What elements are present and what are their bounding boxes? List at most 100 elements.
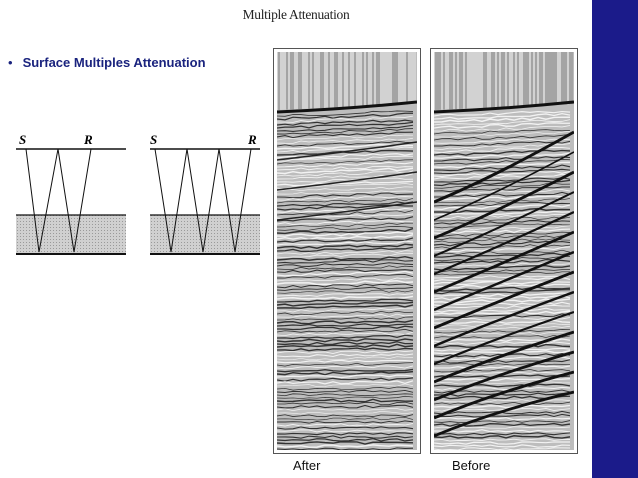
reflection-event	[434, 246, 571, 253]
reflection-event	[434, 429, 571, 433]
reflection-event	[434, 323, 571, 328]
reflection-event	[434, 369, 571, 373]
reflection-event	[277, 368, 414, 373]
reflection-event	[277, 161, 414, 168]
reflection-event	[277, 137, 414, 144]
reflection-event	[277, 307, 414, 313]
reflection-event	[277, 216, 414, 222]
reflection-event	[434, 171, 571, 178]
reflection-event	[277, 207, 414, 213]
reflection-event	[277, 159, 414, 165]
reflection-event	[277, 386, 414, 391]
reflection-event	[434, 447, 571, 450]
reflection-event	[277, 190, 414, 195]
reflection-event	[277, 328, 414, 333]
reflection-event	[277, 383, 414, 387]
reflection-event	[277, 293, 414, 297]
reflection-event	[277, 359, 414, 364]
reflection-event	[434, 329, 571, 334]
reflection-event	[277, 259, 414, 264]
reflection-event	[277, 243, 414, 250]
reflection-event	[277, 110, 414, 117]
reflection-event	[434, 304, 571, 309]
reflection-event	[434, 112, 571, 120]
reflection-event	[277, 262, 414, 267]
reflection-event	[277, 246, 414, 253]
reflection-event	[277, 121, 414, 129]
reflection-event	[434, 343, 571, 349]
reflection-event	[434, 383, 571, 388]
bullet-dot: •	[8, 55, 13, 70]
reflection-event	[434, 432, 571, 436]
reflection-event	[434, 129, 571, 135]
reflection-event	[434, 292, 571, 297]
reflection-event	[277, 283, 414, 289]
reflection-event	[277, 112, 414, 121]
ray-path	[154, 148, 252, 253]
reflection-event	[277, 377, 414, 382]
reflection-event	[277, 209, 414, 216]
reflection-event	[277, 365, 414, 370]
reflection-event	[277, 432, 414, 436]
reflection-event	[434, 244, 571, 250]
primary-reflection-band	[277, 141, 417, 161]
reflection-event	[434, 140, 571, 147]
reflection-event	[277, 140, 414, 147]
reflection-event	[277, 286, 414, 291]
reflection-event	[277, 222, 414, 228]
reflection-event	[434, 130, 571, 138]
reflection-event	[434, 138, 571, 144]
seafloor-reflector	[277, 100, 417, 114]
reflection-event	[434, 240, 571, 247]
reflection-event	[434, 399, 571, 403]
reflection-event	[434, 143, 571, 150]
reflection-event	[434, 349, 571, 355]
reflection-event	[277, 343, 414, 348]
multiple-reflection-band	[434, 350, 574, 402]
reflection-event	[434, 183, 571, 189]
ray-path	[25, 148, 92, 253]
reflection-event	[277, 370, 414, 376]
reflection-event	[277, 177, 414, 183]
reflection-event	[277, 404, 414, 409]
reflection-event	[277, 250, 414, 255]
reflection-event	[434, 149, 571, 156]
reflection-event	[277, 338, 414, 343]
reflection-event	[434, 164, 571, 172]
accent-side-bar	[592, 0, 638, 478]
reflection-event	[277, 270, 414, 277]
slide-title: Multiple Attenuation	[242, 7, 350, 22]
reflection-event	[277, 234, 414, 241]
reflection-event	[277, 341, 414, 346]
receiver-label: R	[247, 132, 257, 147]
reflection-event	[277, 380, 414, 385]
reflection-event	[434, 413, 571, 418]
seismic-section-after	[273, 48, 421, 454]
primary-reflection-band	[277, 171, 417, 191]
reflection-event	[277, 274, 414, 279]
reflection-event	[277, 325, 414, 331]
reflection-event	[277, 298, 414, 303]
reflection-event	[277, 316, 414, 321]
seismic-image-before	[434, 52, 574, 450]
reflection-event	[434, 198, 571, 204]
reflection-event	[434, 122, 571, 129]
reflection-event	[277, 313, 414, 318]
reflection-event	[277, 356, 414, 361]
bullet-item: • Surface Multiples Attenuation	[8, 55, 206, 70]
reflection-event	[434, 295, 571, 301]
source-label: S	[19, 132, 26, 147]
multiple-reflection-band	[434, 270, 574, 330]
reflection-event	[434, 441, 571, 445]
multiple-reflection-band	[434, 191, 574, 257]
after-caption: After	[293, 458, 321, 473]
reflection-event	[434, 359, 571, 364]
reflection-event	[434, 213, 571, 220]
reflection-event	[434, 177, 571, 183]
reflection-event	[277, 265, 414, 270]
reflection-event	[434, 168, 571, 175]
receiver-label: R	[83, 132, 93, 147]
reflection-event	[277, 220, 414, 226]
reflection-event	[434, 404, 571, 409]
reflection-event	[434, 238, 571, 243]
